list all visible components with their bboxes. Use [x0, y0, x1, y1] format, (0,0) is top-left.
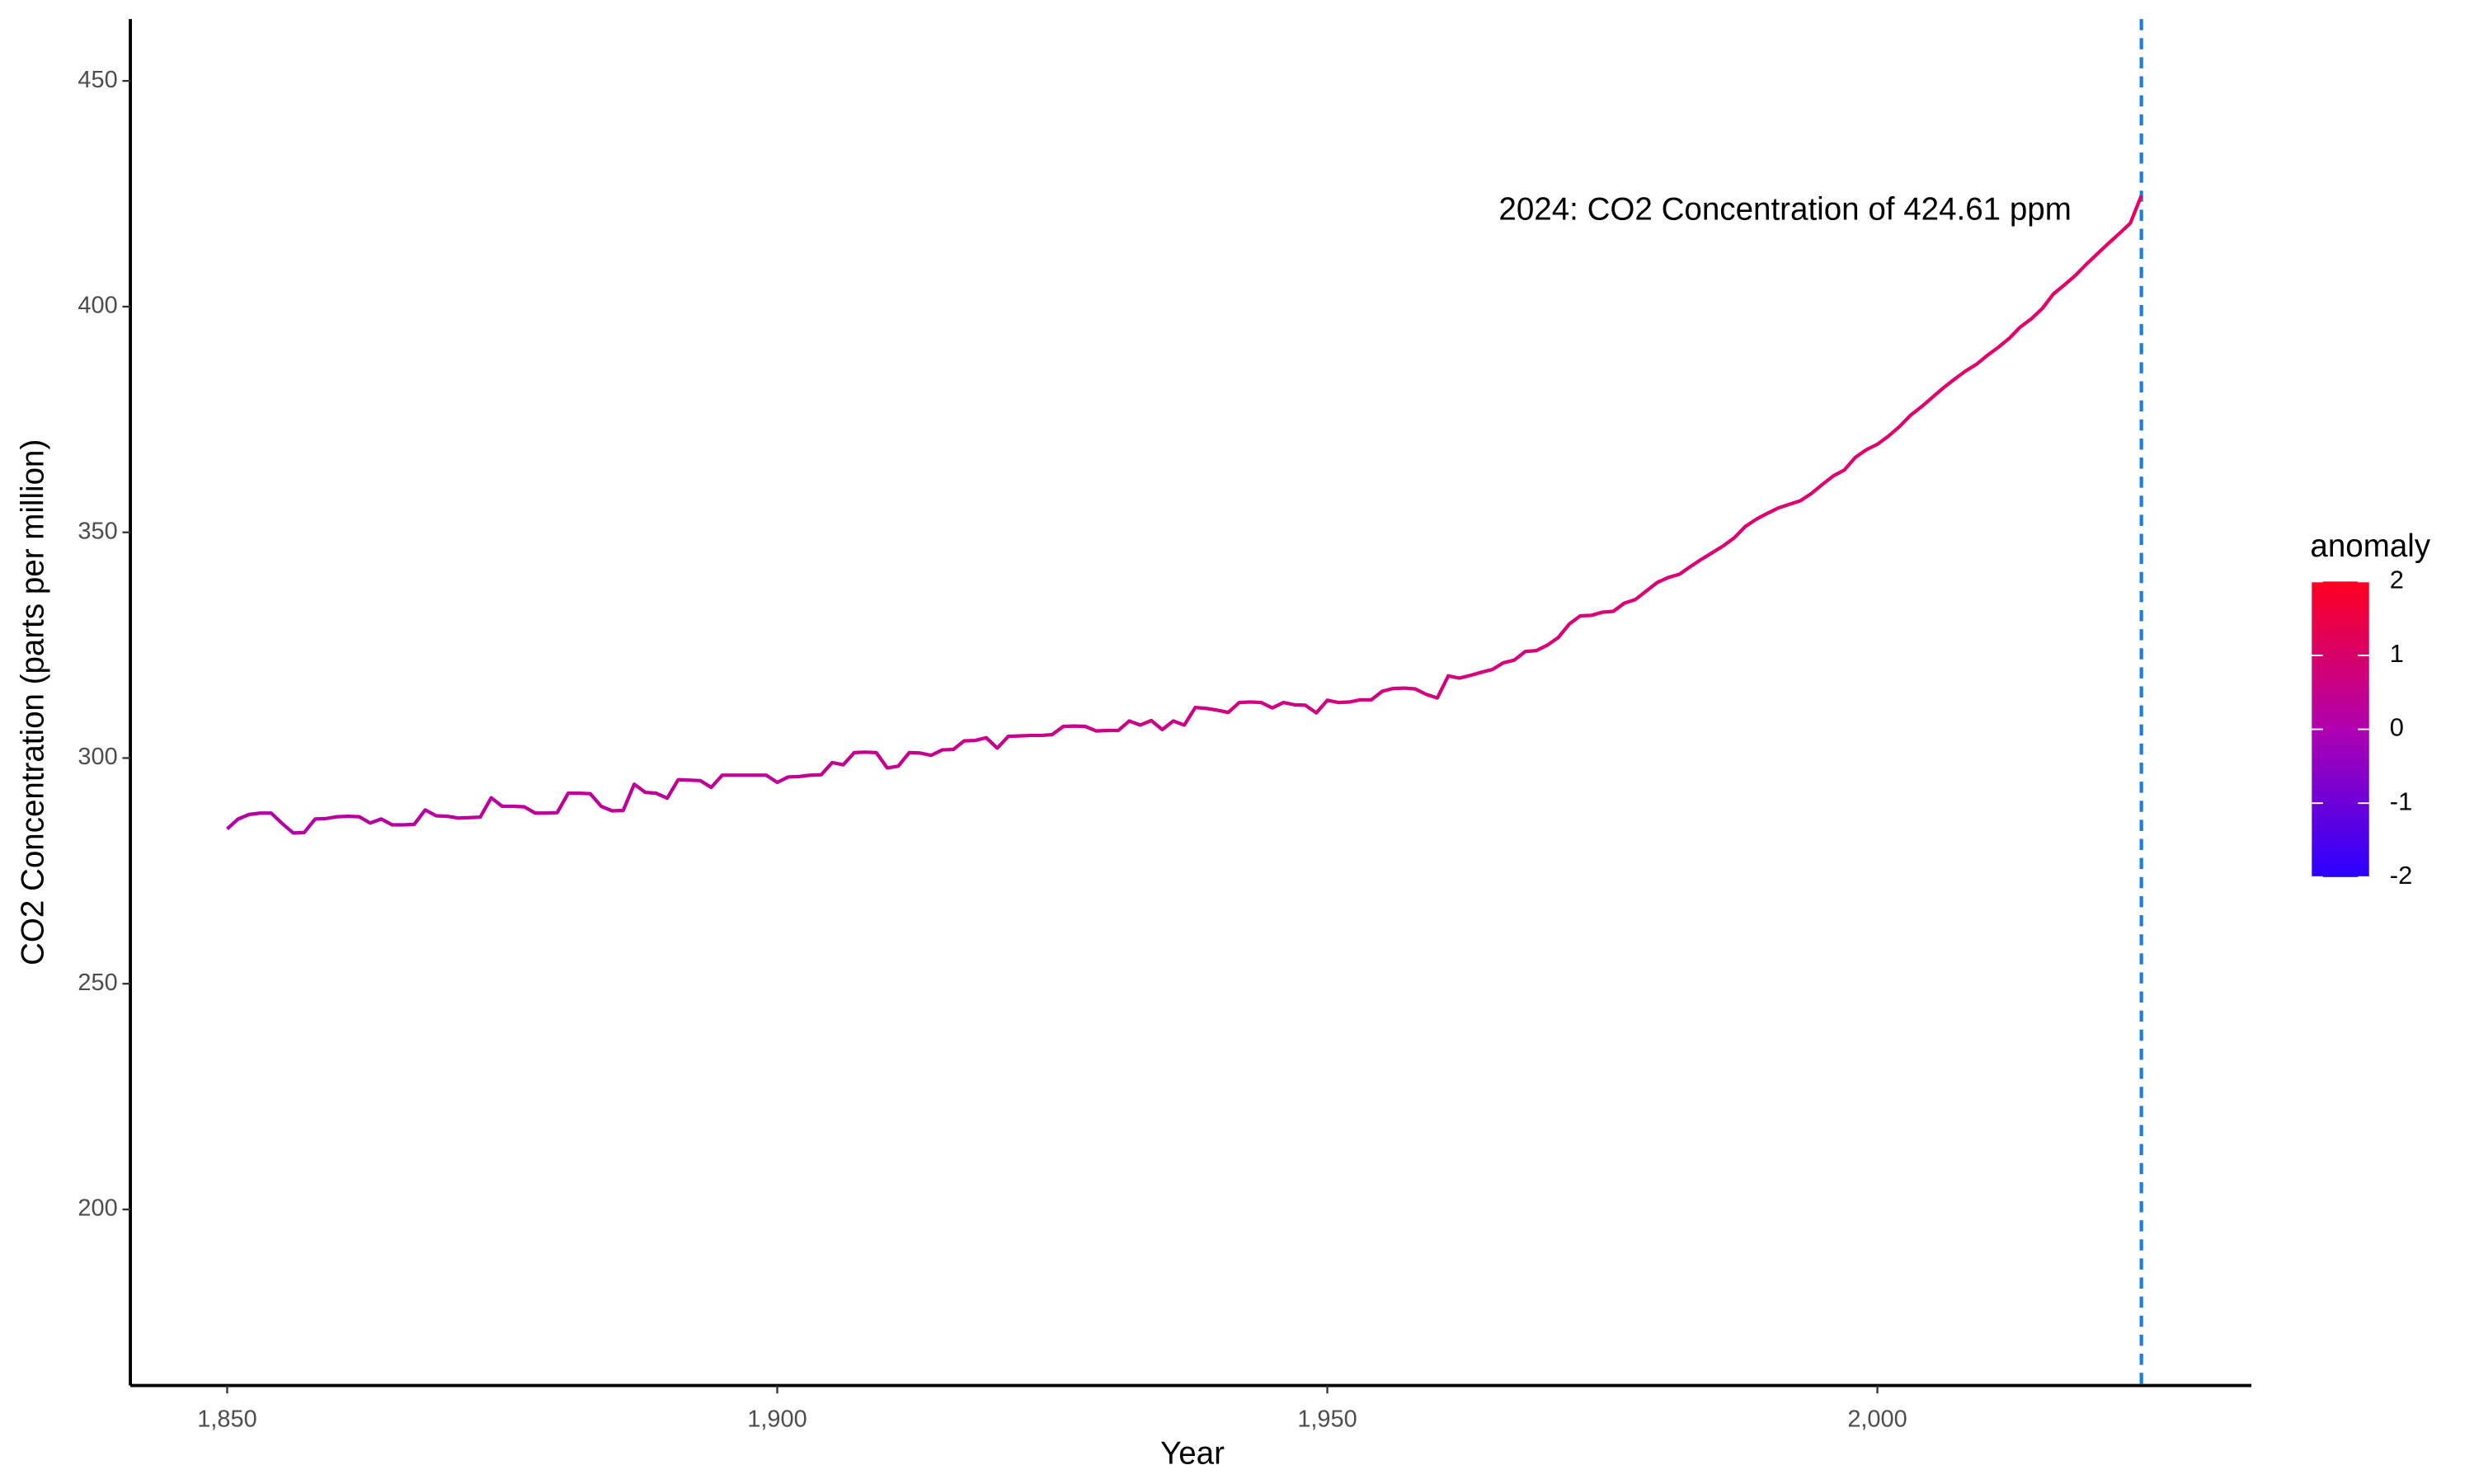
colorbar-tick-label: -1	[2390, 787, 2412, 815]
y-axis-title: CO2 Concentration (parts per million)	[16, 439, 51, 965]
colorbar-tick-label: 1	[2390, 639, 2404, 668]
x-tick-label: 2,000	[1847, 1407, 1907, 1433]
x-tick-label: 1,950	[1297, 1407, 1357, 1433]
legend-title: anomaly	[2310, 528, 2430, 564]
y-tick-label: 400	[78, 293, 117, 319]
x-tick-label: 1,850	[197, 1407, 256, 1433]
colorbar-tick-label: 2	[2390, 565, 2404, 594]
y-tick-label: 250	[78, 970, 117, 996]
colorbar-tick-label: -2	[2390, 861, 2412, 890]
x-tick-label: 1,900	[747, 1407, 807, 1433]
x-axis-title: Year	[1160, 1436, 1225, 1472]
y-tick-label: 350	[78, 518, 117, 544]
y-tick-label: 300	[78, 744, 117, 770]
y-tick-label: 200	[78, 1195, 117, 1222]
annotation: 2024: CO2 Concentration of 424.61 ppm	[1498, 192, 2071, 228]
y-tick-label: 450	[78, 67, 117, 93]
colorbar-tick-label: 0	[2390, 713, 2404, 742]
data-line	[226, 195, 2143, 835]
